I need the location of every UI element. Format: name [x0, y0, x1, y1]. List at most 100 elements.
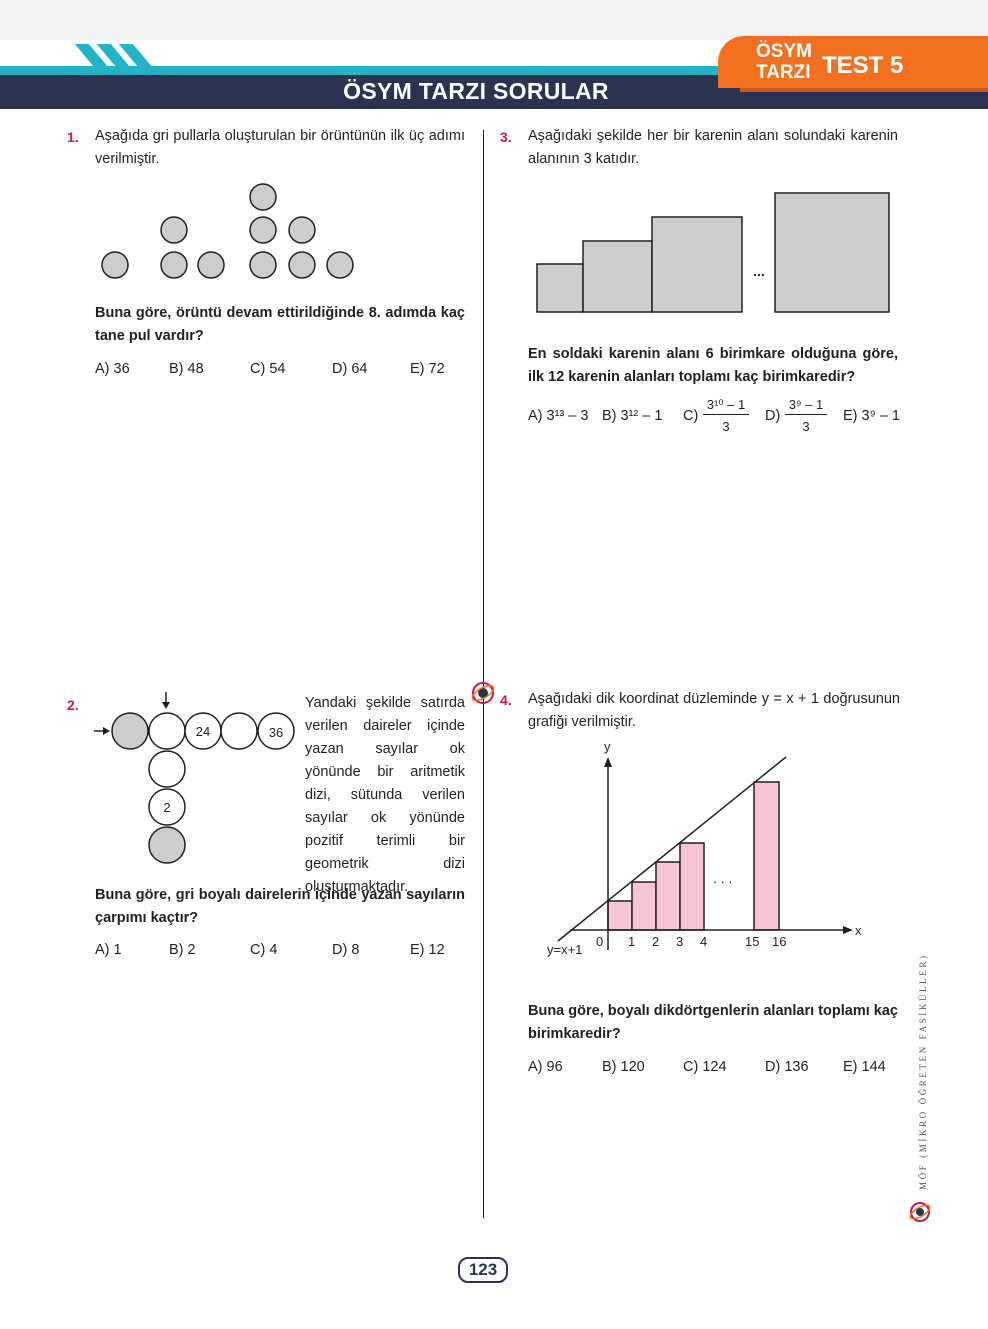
tick-16: 16	[772, 934, 786, 949]
square-1	[536, 263, 584, 313]
q1-text: Aşağıda gri pullarla oluşturulan bir örü…	[95, 128, 465, 167]
q4-option-e[interactable]: E) 144	[843, 1059, 886, 1075]
tick-15: 15	[745, 934, 759, 949]
test-badge-shadow	[740, 88, 988, 92]
column-divider	[483, 130, 484, 1218]
tick-2: 2	[652, 934, 659, 949]
badge-line1: ÖSYM	[756, 41, 812, 62]
q2-text: Yandaki şekilde satırda verilen daireler…	[305, 695, 465, 895]
q1-disc	[249, 251, 277, 279]
line-label: y=x+1	[547, 942, 582, 957]
q4-option-b[interactable]: B) 120	[602, 1059, 645, 1075]
q3-question: En soldaki karenin alanı 6 birimkare old…	[528, 346, 898, 385]
q3-number: 3.	[500, 129, 512, 145]
fraction-bar	[785, 414, 827, 415]
q1-disc	[101, 251, 129, 279]
q1-option-b[interactable]: B) 48	[169, 361, 204, 377]
q3-option-c-numerator: 3¹⁰ – 1	[706, 397, 746, 412]
q1-number: 1.	[67, 129, 79, 145]
q4-option-a[interactable]: A) 96	[528, 1059, 563, 1075]
y-axis-label: y	[604, 739, 611, 754]
square-12	[774, 192, 890, 313]
q1-disc	[326, 251, 354, 279]
fraction-bar	[703, 414, 749, 415]
q1-disc	[249, 183, 277, 211]
q1-option-e[interactable]: E) 72	[410, 361, 445, 377]
q2-option-d[interactable]: D) 8	[332, 942, 360, 958]
q1-option-d[interactable]: D) 64	[332, 361, 368, 377]
q3-option-e[interactable]: E) 3⁹ – 1	[843, 408, 900, 424]
q3-option-b[interactable]: B) 3¹² – 1	[602, 408, 663, 424]
line-y-equals-x-plus-1	[557, 756, 787, 942]
right-arrow-icon	[103, 727, 110, 735]
q2-option-e[interactable]: E) 12	[410, 942, 445, 958]
q1-question: Buna göre, örüntü devam ettirildiğinde 8…	[95, 305, 465, 344]
q1-disc	[160, 216, 188, 244]
rect-16	[753, 781, 780, 931]
circle	[148, 712, 186, 750]
q3-option-d-denominator: 3	[802, 419, 810, 434]
square-3	[651, 216, 743, 313]
y-axis-arrow-icon	[604, 757, 612, 767]
rect-2	[631, 881, 657, 931]
q2-figure: 24 36 2	[94, 692, 295, 864]
circle	[148, 750, 186, 788]
q3-option-d-label: D)	[765, 408, 781, 424]
q2-option-c[interactable]: C) 4	[250, 942, 278, 958]
q1-disc	[288, 216, 316, 244]
circle-2	[148, 788, 186, 826]
badge-line2: TARZI	[756, 62, 811, 83]
q3-text: Aşağıdaki şekilde her bir karenin alanı …	[528, 128, 898, 167]
q3-option-a[interactable]: A) 3¹³ – 3	[528, 408, 589, 424]
q4-dots: . . .	[713, 870, 732, 886]
q4-question: Buna göre, boyalı dikdörtgenlerin alanla…	[528, 1003, 898, 1042]
side-series-text: MÖF (MİKRO ÖĞRETEN FASİKÜLLER)	[918, 953, 928, 1190]
test-badge-label: ÖSYM TARZI	[756, 41, 812, 83]
q1-disc	[197, 251, 225, 279]
circle	[220, 712, 258, 750]
x-axis-arrow-icon	[843, 926, 853, 934]
q1-option-c[interactable]: C) 54	[250, 361, 286, 377]
publisher-logo-icon	[471, 682, 495, 704]
label-2: 2	[163, 800, 170, 815]
q3-option-d[interactable]: D) 3⁹ – 1 3	[765, 397, 831, 437]
q2-question: Buna göre, gri boyalı dairelerin içinde …	[95, 887, 465, 926]
q3-option-c-denominator: 3	[722, 419, 730, 434]
label-24: 24	[196, 724, 210, 739]
q3-option-c-label: C)	[683, 408, 699, 424]
rect-3	[655, 861, 681, 931]
down-arrow-icon	[162, 702, 170, 709]
tick-0: 0	[596, 934, 603, 949]
header-background	[0, 0, 988, 40]
rect-4	[679, 842, 705, 931]
square-2	[582, 240, 653, 313]
tick-1: 1	[628, 934, 635, 949]
q3-figure: ...	[536, 192, 890, 313]
q3-option-c[interactable]: C) 3¹⁰ – 1 3	[683, 397, 753, 437]
q3-option-d-numerator: 3⁹ – 1	[788, 397, 824, 412]
q1-disc	[160, 251, 188, 279]
side-logo-icon	[909, 1202, 931, 1222]
q1-option-a[interactable]: A) 36	[95, 361, 130, 377]
rect-1	[607, 900, 633, 931]
q2-number: 2.	[67, 697, 79, 713]
test-badge	[718, 36, 988, 88]
q4-option-c[interactable]: C) 124	[683, 1059, 727, 1075]
q2-option-b[interactable]: B) 2	[169, 942, 196, 958]
q4-option-d[interactable]: D) 136	[765, 1059, 809, 1075]
header-teal-band	[0, 66, 740, 75]
section-title: ÖSYM TARZI SORULAR	[343, 78, 609, 104]
q3-dots: ...	[753, 263, 765, 279]
q1-figure	[101, 183, 354, 279]
label-36: 36	[269, 725, 283, 740]
q2-option-a[interactable]: A) 1	[95, 942, 122, 958]
q1-disc	[249, 216, 277, 244]
circle-36	[257, 712, 295, 750]
page-number: 123	[458, 1257, 508, 1283]
q4-graph: y x y=x+1 . . . 0 1 2 3 4 15 16	[547, 739, 862, 957]
test-label: TEST 5	[822, 52, 904, 79]
tick-4: 4	[700, 934, 707, 949]
q4-number: 4.	[500, 692, 512, 708]
tick-3: 3	[676, 934, 683, 949]
q4-text: Aşağıdaki dik koordinat düzleminde y = x…	[528, 691, 900, 730]
